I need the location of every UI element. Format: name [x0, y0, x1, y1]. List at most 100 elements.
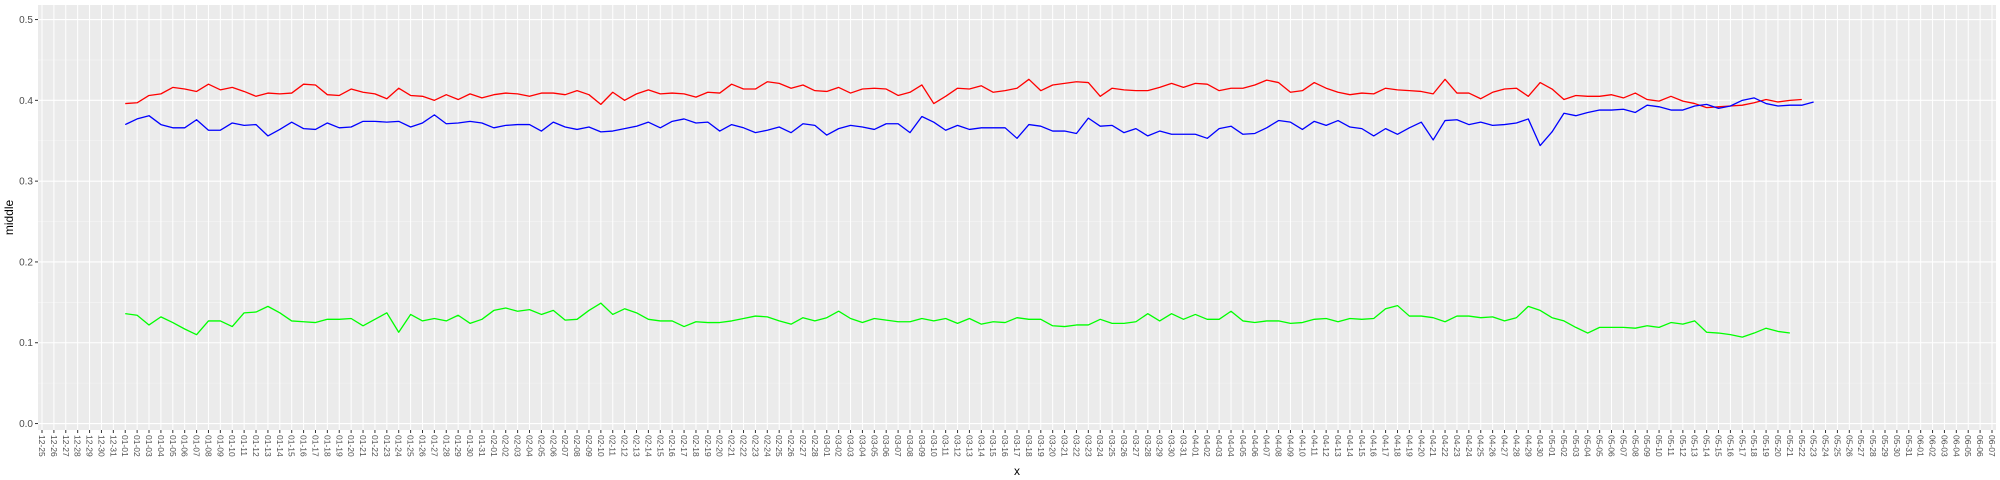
x-tick-label: 04-17: [1381, 435, 1391, 457]
y-tick-label: 0.5: [19, 15, 33, 26]
x-tick-label: 02-20: [715, 435, 725, 457]
x-tick-label: 03-14: [976, 435, 986, 457]
x-tick-label: 04-06: [1250, 435, 1260, 457]
y-tick-label: 0.3: [19, 177, 33, 188]
x-tick-label: 01-04: [156, 435, 166, 457]
x-tick-label: 03-10: [929, 435, 939, 457]
y-axis-title: middle: [2, 200, 16, 236]
x-tick-label: 02-10: [596, 435, 606, 457]
x-tick-label: 03-29: [1155, 435, 1165, 457]
x-tick-label: 04-25: [1476, 435, 1486, 457]
x-tick-label: 05-17: [1737, 435, 1747, 457]
x-tick-label: 05-03: [1571, 435, 1581, 457]
x-tick-label: 04-02: [1202, 435, 1212, 457]
x-tick-label: 04-11: [1309, 435, 1319, 456]
x-tick-label: 04-27: [1500, 435, 1510, 457]
x-tick-label: 06-01: [1916, 435, 1926, 457]
series-line-2: [124, 97, 1814, 147]
x-tick-label: 12-29: [85, 435, 95, 457]
x-tick-label: 05-30: [1892, 435, 1902, 457]
grid-major: [38, 5, 1996, 430]
x-tick-label: 04-29: [1523, 435, 1533, 457]
x-tick-label: 02-06: [548, 435, 558, 457]
x-tick-label: 01-24: [394, 435, 404, 457]
x-tick-label: 02-13: [632, 435, 642, 457]
x-tick-label: 03-26: [1119, 435, 1129, 457]
x-tick-label: 02-22: [739, 435, 749, 457]
x-tick-label: 04-12: [1321, 435, 1331, 457]
x-tick-label: 03-03: [846, 435, 856, 457]
x-tick-label: 01-01: [120, 435, 130, 457]
x-tick-label: 03-30: [1167, 435, 1177, 457]
x-tick-label: 01-22: [370, 435, 380, 457]
x-tick-label: 01-07: [192, 435, 202, 457]
x-tick-label: 05-15: [1714, 435, 1724, 457]
x-tick-label: 05-20: [1773, 435, 1783, 457]
x-tick-label: 01-02: [132, 435, 142, 457]
x-tick-label: 04-09: [1285, 435, 1295, 457]
x-tick-label: 02-25: [774, 435, 784, 457]
x-tick-label: 04-26: [1488, 435, 1498, 457]
x-tick-label: 06-05: [1963, 435, 1973, 457]
x-tick-label: 02-24: [762, 435, 772, 457]
x-tick-label: 02-07: [560, 435, 570, 457]
x-tick-label: 01-19: [334, 435, 344, 457]
x-tick-label: 02-12: [620, 435, 630, 457]
x-tick-label: 03-12: [953, 435, 963, 457]
x-tick-label: 12-26: [49, 435, 59, 457]
x-tick-label: 04-24: [1464, 435, 1474, 457]
x-tick-label: 05-12: [1678, 435, 1688, 457]
y-tick-label: 0.0: [19, 419, 33, 430]
x-tick-label: 05-21: [1785, 435, 1795, 457]
x-tick-label: 12-31: [108, 435, 118, 457]
x-tick-label: 03-05: [869, 435, 879, 457]
x-tick-label: 04-16: [1369, 435, 1379, 457]
x-tick-label: 06-03: [1939, 435, 1949, 457]
x-tick-label: 01-03: [144, 435, 154, 457]
x-tick-label: 02-04: [525, 435, 535, 457]
series-line-3: [125, 302, 1790, 338]
x-tick-label: 02-02: [501, 435, 511, 457]
x-tick-label: 01-27: [429, 435, 439, 457]
x-tick-label: 12-30: [96, 435, 106, 457]
x-tick-label: 03-19: [1036, 435, 1046, 457]
x-tick-label: 03-08: [905, 435, 915, 457]
x-tick-label: 04-04: [1226, 435, 1236, 457]
x-tick-label: 12-27: [61, 435, 71, 457]
x-tick-label: 12-25: [37, 435, 47, 457]
x-tick-label: 03-15: [988, 435, 998, 457]
x-tick-label: 02-18: [691, 435, 701, 457]
x-tick-label: 04-13: [1333, 435, 1343, 457]
x-tick-label: 05-13: [1690, 435, 1700, 457]
x-tick-label: 01-23: [382, 435, 392, 457]
x-tick-label: 05-22: [1797, 435, 1807, 457]
x-tick-label: 01-29: [453, 435, 463, 457]
x-tick-label: 01-06: [180, 435, 190, 457]
x-tick-label: 05-28: [1868, 435, 1878, 457]
x-tick-label: 01-12: [251, 435, 261, 457]
x-tick-label: 01-08: [203, 435, 213, 457]
x-tick-label: 05-07: [1618, 435, 1628, 457]
x-tick-label: 05-09: [1642, 435, 1652, 457]
x-tick-label: 03-23: [1083, 435, 1093, 457]
x-tick-label: 01-17: [310, 435, 320, 457]
x-tick-label: 01-18: [322, 435, 332, 457]
y-tick-label: 0.4: [19, 96, 33, 107]
x-tick-label: 02-28: [810, 435, 820, 457]
x-tick-label: 04-20: [1416, 435, 1426, 457]
x-tick-label: 01-26: [417, 435, 427, 457]
x-tick-label: 03-27: [1131, 435, 1141, 457]
x-tick-label: 02-23: [750, 435, 760, 457]
x-tick-label: 02-19: [703, 435, 713, 457]
x-tick-label: 04-15: [1357, 435, 1367, 457]
x-tick-label: 03-18: [1024, 435, 1034, 457]
x-tick-label: 05-29: [1880, 435, 1890, 457]
x-tick-label: 01-05: [168, 435, 178, 457]
x-tick-label: 03-02: [834, 435, 844, 457]
x-tick-label: 02-21: [727, 435, 737, 457]
x-tick-label: 05-04: [1583, 435, 1593, 457]
y-tick-label: 0.2: [19, 257, 33, 268]
x-tick-label: 04-30: [1535, 435, 1545, 457]
x-tick-label: 03-22: [1071, 435, 1081, 457]
